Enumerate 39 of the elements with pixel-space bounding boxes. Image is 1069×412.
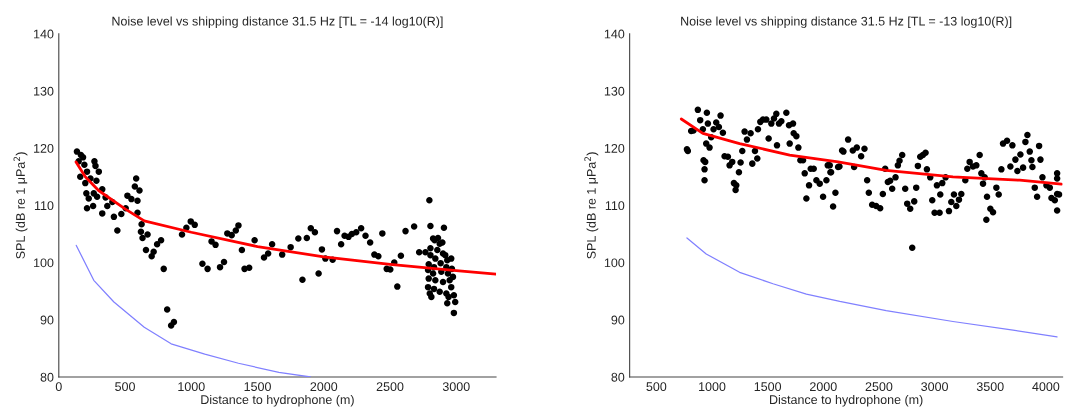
x-tick-label: 2500 bbox=[865, 382, 893, 392]
y-axis-title: SPL (dB re 1 μPa$^{2}$) bbox=[13, 152, 28, 259]
y-tick-label: 110 bbox=[605, 201, 625, 211]
y-tick-label: 100 bbox=[604, 258, 625, 268]
line-series bbox=[686, 237, 1058, 338]
x-tick-label: 1000 bbox=[699, 382, 726, 392]
y-tick-label: 90 bbox=[40, 315, 54, 325]
y-tick-label: 140 bbox=[604, 29, 625, 39]
y-tick-label: 110 bbox=[34, 201, 54, 211]
y-tick-label: 90 bbox=[611, 315, 625, 325]
x-tick-label: 1500 bbox=[244, 382, 271, 392]
y-tick-label: 80 bbox=[40, 372, 54, 382]
x-tick-label: 500 bbox=[115, 382, 135, 392]
line-series bbox=[75, 244, 312, 377]
y-tick-label: 120 bbox=[34, 143, 54, 153]
x-tick-label: 3000 bbox=[442, 382, 470, 392]
y-tick-label: 130 bbox=[604, 86, 625, 96]
x-tick-label: 1500 bbox=[754, 382, 782, 392]
y-tick-label: 140 bbox=[34, 29, 54, 39]
x-tick-label: 500 bbox=[646, 382, 667, 392]
x-tick-label: 2000 bbox=[310, 382, 338, 392]
chart-title: Noise level vs shipping distance 31.5 Hz [TL = -13 log10(R)] bbox=[681, 16, 1012, 29]
x-tick-label: 1000 bbox=[178, 382, 205, 392]
line-series bbox=[679, 117, 1063, 186]
x-tick-label: 4000 bbox=[1032, 382, 1060, 392]
y-tick-label: 80 bbox=[611, 372, 625, 382]
x-tick-label: 2000 bbox=[810, 382, 837, 392]
y-axis-title: SPL (dB re 1 μPa$^{2}$) bbox=[584, 152, 599, 259]
x-tick-label: 3500 bbox=[976, 382, 1004, 392]
line-series bbox=[74, 160, 497, 276]
y-tick-label: 100 bbox=[34, 258, 54, 268]
x-axis-title: Distance to hydrophone (m) bbox=[770, 394, 923, 407]
x-axis-title: Distance to hydrophone (m) bbox=[201, 394, 354, 407]
x-tick-label: 3000 bbox=[921, 382, 949, 392]
y-tick-label: 130 bbox=[34, 86, 54, 96]
x-tick-label: 0 bbox=[55, 382, 62, 392]
y-tick-label: 120 bbox=[604, 143, 625, 153]
chart-title: Noise level vs shipping distance 31.5 Hz [TL = -14 log10(R)] bbox=[112, 16, 443, 29]
x-tick-label: 2500 bbox=[376, 382, 404, 392]
